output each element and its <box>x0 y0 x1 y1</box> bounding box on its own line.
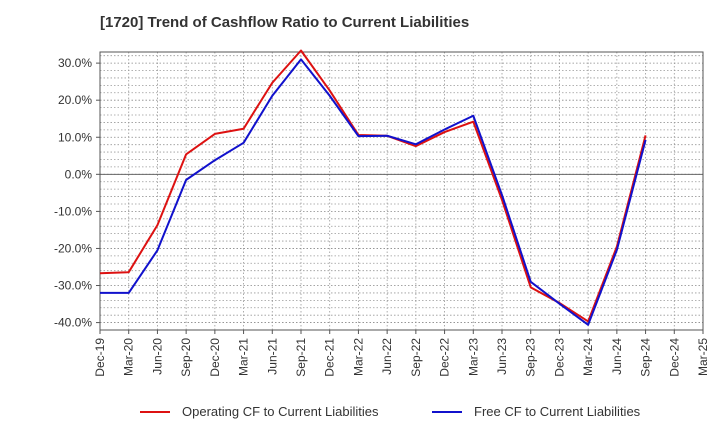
series-line-free-cf <box>100 58 647 326</box>
x-tick-label: Dec-21 <box>323 338 337 377</box>
x-tick-label: Mar-20 <box>122 338 136 376</box>
y-tick-label: 30.0% <box>58 56 92 70</box>
y-tick-label: 0.0% <box>65 167 93 181</box>
x-tick-label: Dec-19 <box>93 338 107 377</box>
x-tick-label: Sep-24 <box>639 338 653 377</box>
x-tick-label: Sep-22 <box>409 338 423 377</box>
legend-item-operating-cf: Operating CF to Current Liabilities <box>140 404 379 419</box>
chart-title: [1720] Trend of Cashflow Ratio to Curren… <box>100 14 470 31</box>
plot-area <box>100 52 703 330</box>
x-tick-label: Mar-23 <box>466 338 480 376</box>
x-tick-label: Sep-20 <box>179 338 193 377</box>
legend-label-free-cf: Free CF to Current Liabilities <box>474 404 641 419</box>
plot-frame <box>99 51 704 331</box>
y-tick-label: -10.0% <box>54 204 92 218</box>
legend-swatch-operating-cf <box>140 410 170 413</box>
x-tick-label: Mar-22 <box>351 338 365 376</box>
x-tick-label: Dec-20 <box>208 338 222 377</box>
x-tick-label: Mar-24 <box>581 338 595 376</box>
x-tick-label: Jun-24 <box>610 338 624 375</box>
legend: Operating CF to Current Liabilities Free… <box>0 404 720 426</box>
x-tick-label: Jun-20 <box>150 338 164 375</box>
x-tick-label: Mar-25 <box>696 338 710 376</box>
legend-label-operating-cf: Operating CF to Current Liabilities <box>182 404 379 419</box>
x-tick-label: Dec-23 <box>552 338 566 377</box>
legend-swatch-free-cf <box>432 410 462 413</box>
legend-item-free-cf: Free CF to Current Liabilities <box>432 404 640 419</box>
x-tick-label: Dec-24 <box>667 338 681 377</box>
y-tick-label: 20.0% <box>58 93 92 107</box>
y-tick-label: 10.0% <box>58 130 92 144</box>
x-tick-label: Sep-21 <box>294 338 308 377</box>
y-tick-label: -20.0% <box>54 241 92 255</box>
x-tick-label: Dec-22 <box>438 338 452 377</box>
x-tick-label: Jun-22 <box>380 338 394 375</box>
x-tick-label: Jun-23 <box>495 338 509 375</box>
x-tick-label: Jun-21 <box>265 338 279 375</box>
x-tick-label: Sep-23 <box>524 338 538 377</box>
y-tick-label: -40.0% <box>54 316 92 330</box>
y-tick-label: -30.0% <box>54 279 92 293</box>
x-tick-label: Mar-21 <box>237 338 251 376</box>
